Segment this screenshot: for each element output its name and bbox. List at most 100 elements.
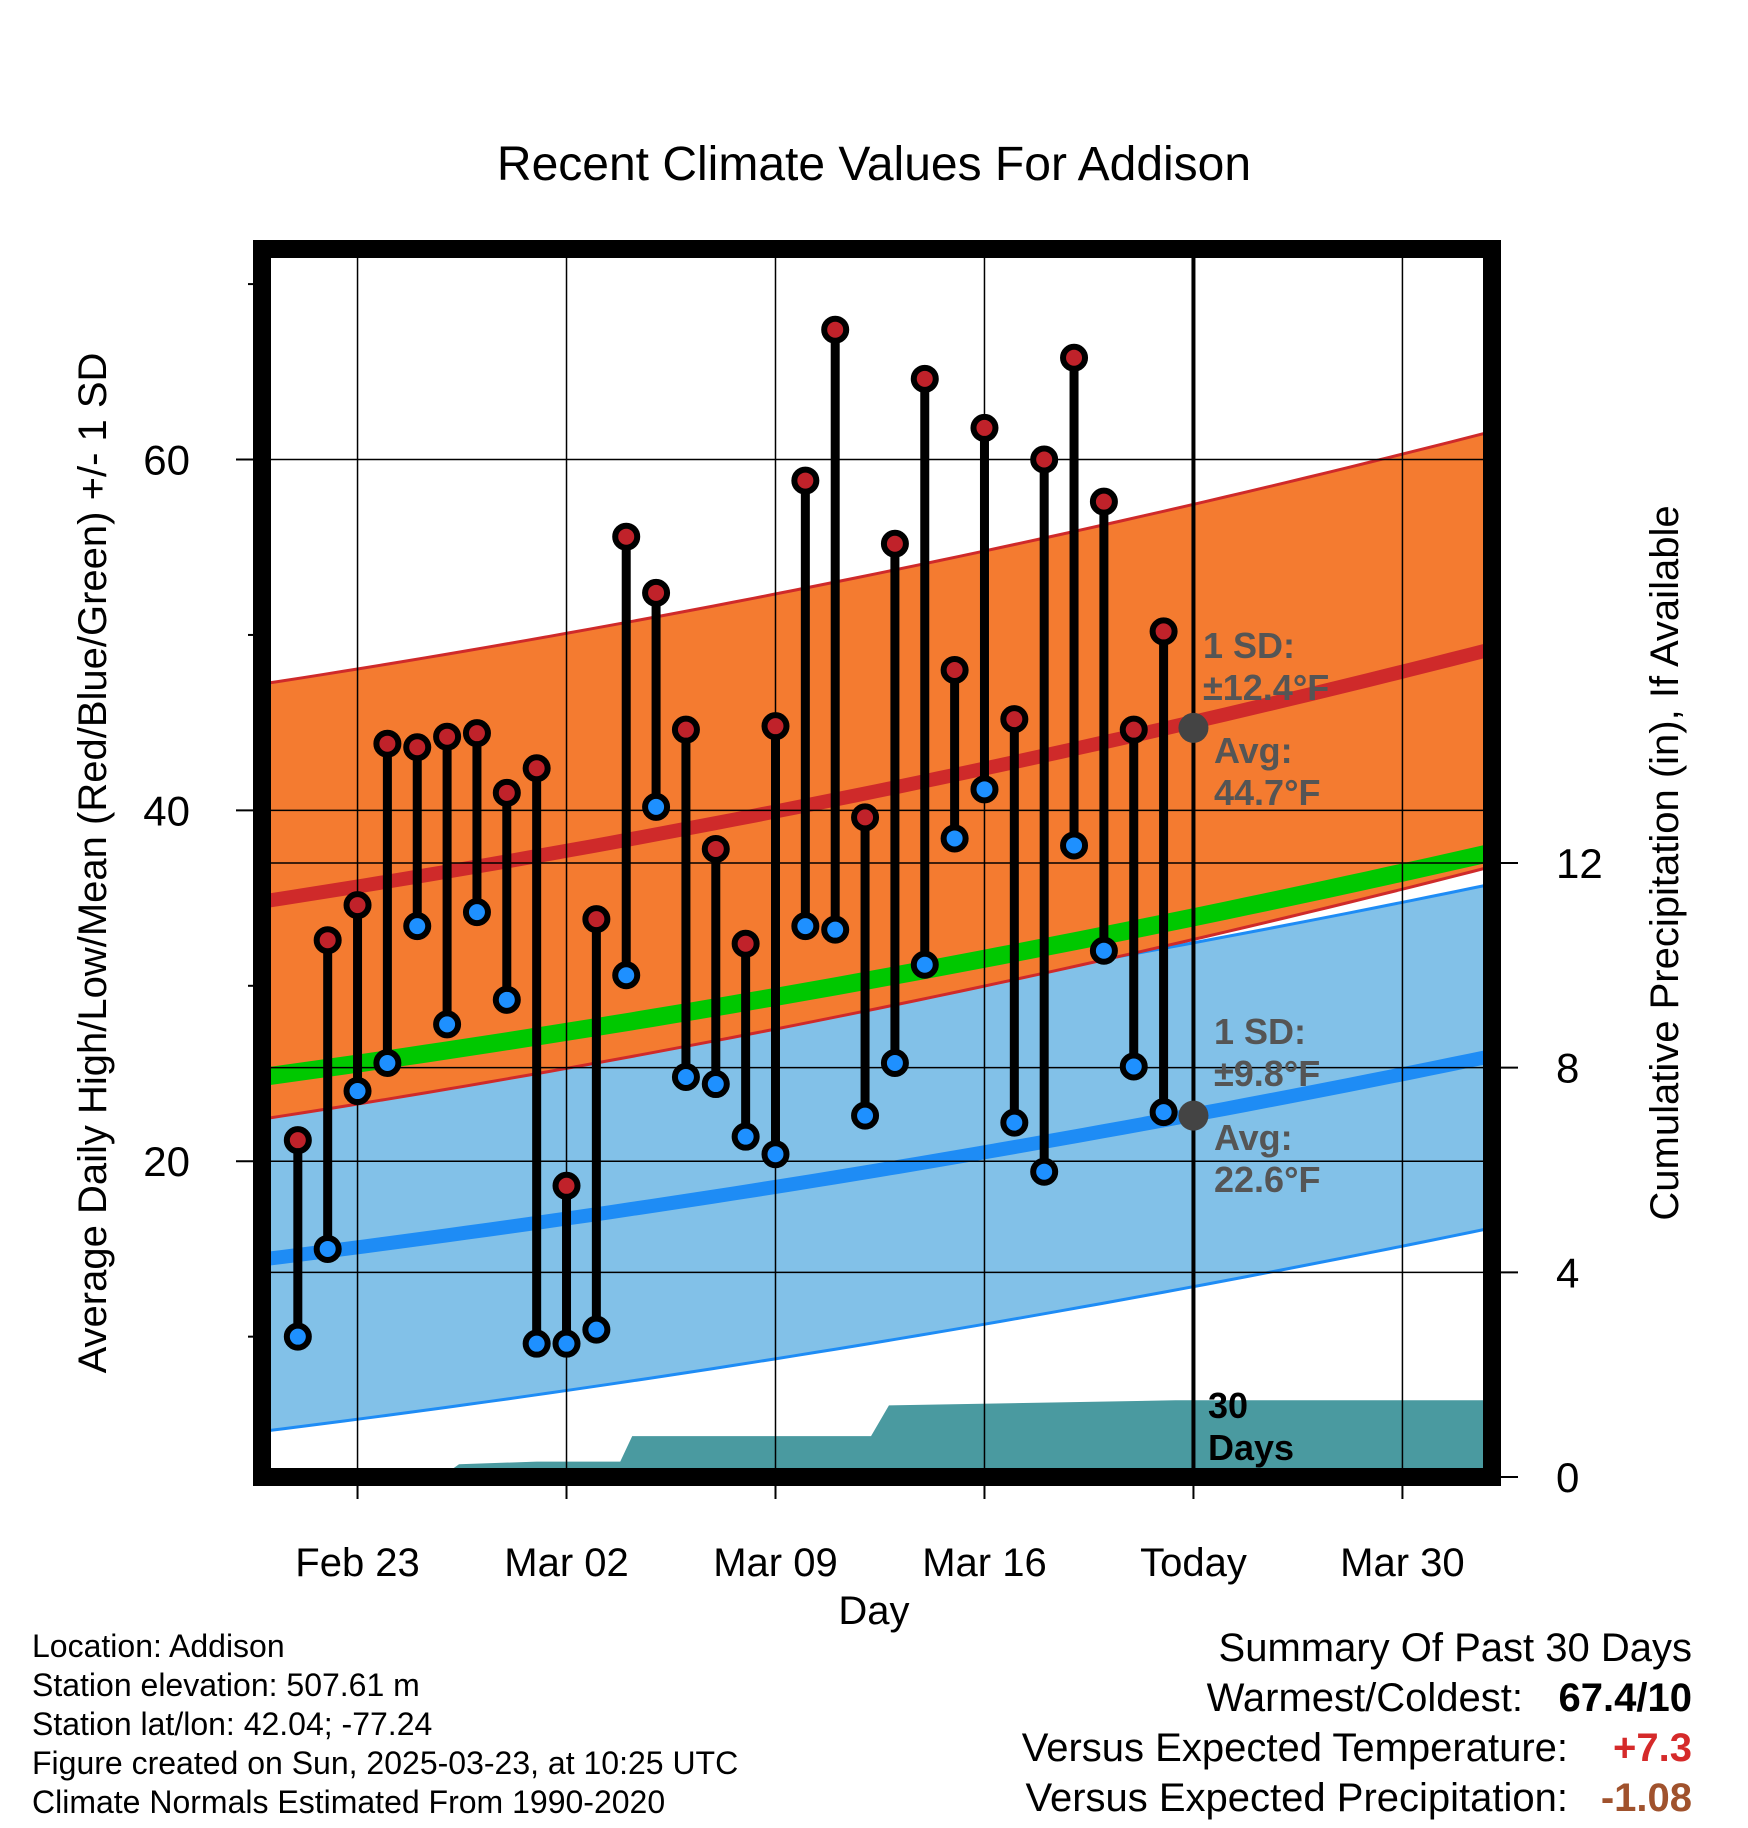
x-tick-label: Mar 09 — [713, 1541, 838, 1585]
observed-low-point — [671, 1063, 700, 1092]
observed-high-point — [582, 905, 611, 934]
x-tick-label: Mar 30 — [1340, 1541, 1465, 1585]
observed-low-point — [642, 792, 671, 821]
chart-title: Recent Climate Values For Addison — [497, 138, 1251, 191]
observed-high-point — [1030, 445, 1059, 474]
normal-high-line — [262, 642, 1492, 909]
observed-high-point — [552, 1171, 581, 1200]
summary-precip-value: -1.08 — [1600, 1776, 1692, 1820]
high-sd-value: ±12.4°F — [1203, 667, 1329, 708]
observed-low-point — [701, 1070, 730, 1099]
observed-high-point — [612, 522, 641, 551]
observed-low-point — [612, 961, 641, 990]
axes: Feb 23 Mar 02 Mar 09 Mar 16 Today Mar 3020406… — [143, 283, 1603, 1585]
observed-low-point — [791, 912, 820, 941]
window-days-label: Days — [1208, 1427, 1294, 1468]
observed-high-point — [492, 778, 521, 807]
normal-low-line — [262, 1049, 1492, 1267]
observed-low-point — [403, 912, 432, 941]
observed-high-point — [1000, 705, 1029, 734]
y2-tick-label: 8 — [1556, 1045, 1579, 1092]
observed-high-point — [313, 926, 342, 955]
observed-low-point — [492, 985, 521, 1014]
y2-axis-label: Cumulative Precipitation (in), If Availa… — [1643, 505, 1687, 1220]
observed-high-point — [283, 1126, 312, 1155]
meta-normals: Climate Normals Estimated From 1990-2020 — [32, 1784, 666, 1820]
observed-low-point — [552, 1329, 581, 1358]
low-avg-value: 22.6°F — [1214, 1159, 1320, 1200]
meta-elevation: Station elevation: 507.61 m — [32, 1667, 420, 1703]
x-tick-label: Mar 16 — [922, 1541, 1047, 1585]
observed-high-point — [433, 722, 462, 751]
high-avg-label: Avg: — [1214, 730, 1293, 771]
high-normal-band-upper-edge — [262, 429, 1492, 686]
observed-high-point — [880, 529, 909, 558]
summary-panel: Summary Of Past 30 Days Warmest/Coldest:… — [1022, 1623, 1692, 1823]
low-sd-label: 1 SD: — [1214, 1011, 1306, 1052]
observed-low-point — [970, 775, 999, 804]
x-tick-label: Today — [1140, 1541, 1247, 1585]
observed-high-point — [671, 715, 700, 744]
observed-high-point — [791, 466, 820, 495]
observed-low-point — [522, 1329, 551, 1358]
observed-low-point — [761, 1140, 790, 1169]
observed-low-point — [1000, 1108, 1029, 1137]
observed-high-point — [821, 315, 850, 344]
precip-area — [262, 1400, 1492, 1477]
observed-high-point — [1060, 343, 1089, 372]
observed-high-point — [1089, 487, 1118, 516]
observed-high-point — [642, 578, 671, 607]
summary-precip-row: Versus Expected Precipitation: -1.08 — [1022, 1773, 1692, 1823]
observed-high-point — [701, 834, 730, 863]
today-low-avg-marker — [1178, 1100, 1209, 1131]
y2-tick-label: 4 — [1556, 1249, 1579, 1296]
observed-low-point — [283, 1322, 312, 1351]
meta-created: Figure created on Sun, 2025-03-23, at 10… — [32, 1745, 739, 1781]
observation-marks — [283, 315, 1178, 1358]
observed-high-point — [970, 413, 999, 442]
summary-title: Summary Of Past 30 Days — [1218, 1626, 1692, 1670]
today-high-avg-marker — [1178, 712, 1209, 743]
normal-mean-line — [262, 843, 1492, 1086]
observed-low-point — [313, 1234, 342, 1263]
observed-high-point — [851, 803, 880, 832]
observed-high-point — [761, 712, 790, 741]
observed-low-point — [1149, 1098, 1178, 1127]
summary-warmest-row: Warmest/Coldest: 67.4/10 — [1022, 1673, 1692, 1723]
observed-low-point — [851, 1101, 880, 1130]
x-tick-label: Mar 02 — [504, 1541, 629, 1585]
observed-high-point — [1119, 715, 1148, 744]
observed-low-point — [462, 898, 491, 927]
observed-low-point — [940, 824, 969, 853]
high-normal-band-lower-edge — [262, 865, 1492, 1121]
meta-location: Location: Addison — [32, 1628, 285, 1664]
observed-low-point — [1089, 936, 1118, 965]
observed-low-point — [433, 1010, 462, 1039]
summary-temp-value: +7.3 — [1613, 1726, 1692, 1770]
observed-low-point — [880, 1048, 909, 1077]
observed-high-point — [1149, 617, 1178, 646]
low-avg-label: Avg: — [1214, 1117, 1293, 1158]
y-tick-label: 60 — [143, 437, 190, 484]
window-days-number: 30 — [1208, 1385, 1248, 1426]
observed-low-point — [1060, 831, 1089, 860]
high-normal-band — [262, 431, 1492, 1120]
x-axis-label: Day — [838, 1589, 909, 1633]
meta-latlon: Station lat/lon: 42.04; -77.24 — [32, 1706, 433, 1742]
y-axis-label: Average Daily High/Low/Mean (Red/Blue/Gr… — [71, 353, 115, 1374]
plot-frame — [253, 240, 1501, 1486]
observed-high-point — [343, 891, 372, 920]
observed-high-point — [910, 364, 939, 393]
observed-high-point — [940, 656, 969, 685]
observed-low-point — [1030, 1157, 1059, 1186]
observed-low-point — [1119, 1052, 1148, 1081]
low-normal-band-lower-edge — [262, 1226, 1492, 1433]
observed-low-point — [731, 1122, 760, 1151]
low-sd-value: ±9.8°F — [1214, 1053, 1320, 1094]
observed-high-point — [522, 754, 551, 783]
station-metadata: Location: Addison Station elevation: 507… — [32, 1627, 738, 1822]
summary-warmest-label: Warmest/Coldest: — [1206, 1676, 1523, 1720]
observed-low-point — [343, 1077, 372, 1106]
high-avg-value: 44.7°F — [1214, 772, 1320, 813]
